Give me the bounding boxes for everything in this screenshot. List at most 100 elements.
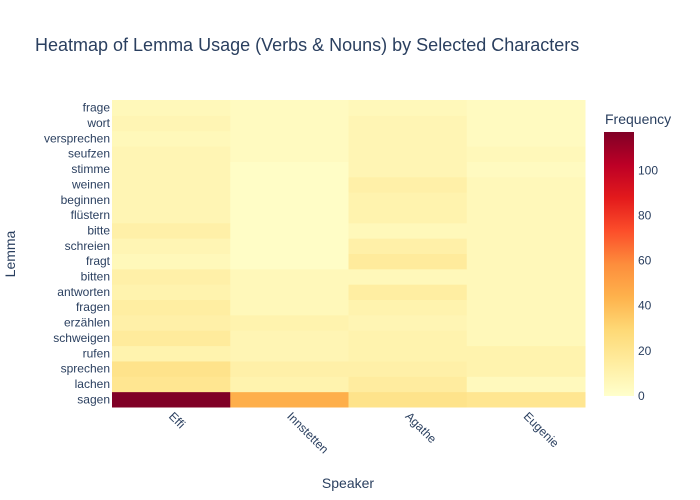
heatmap-cell [348, 130, 468, 147]
heatmap-cell [230, 360, 349, 377]
colorbar-tick-label: 80 [638, 208, 652, 222]
heatmap-cell [112, 268, 231, 285]
heatmap-cell [112, 345, 231, 362]
heatmap-cell [230, 376, 349, 393]
heatmap-cell [348, 192, 468, 208]
heatmap-cell [466, 176, 586, 193]
heatmap-cell [230, 192, 349, 208]
heatmap-cell [230, 115, 349, 132]
heatmap-cell [230, 176, 349, 193]
heatmap-cell [112, 314, 231, 331]
heatmap-cell [466, 130, 586, 147]
heatmap-cell [112, 222, 231, 239]
y-tick-label: weinen [71, 177, 110, 191]
y-tick-label: bitten [81, 270, 110, 284]
heatmap-cell [466, 284, 586, 301]
heatmap-cell [230, 253, 349, 270]
heatmap-cell [112, 192, 231, 208]
y-tick-label: stimme [71, 162, 110, 176]
heatmap-cell [466, 115, 586, 132]
heatmap-cell [348, 345, 468, 362]
colorbar-tick-label: 100 [638, 163, 658, 177]
heatmap-cell [466, 268, 586, 285]
heatmap-cell [230, 161, 349, 178]
y-tick-label: wort [86, 116, 110, 130]
heatmap-cell [348, 176, 468, 193]
y-tick-label: schweigen [53, 331, 110, 345]
heatmap-cell [348, 238, 468, 254]
y-tick-label: sprechen [61, 362, 110, 376]
heatmap-cell [348, 330, 468, 347]
colorbar-title: Frequency [605, 111, 671, 127]
heatmap-cell [112, 115, 231, 132]
heatmap-cell [348, 299, 468, 316]
y-tick-label: versprechen [44, 131, 110, 145]
heatmap-cell [230, 284, 349, 301]
heatmap-cell [112, 299, 231, 316]
heatmap-cell [230, 222, 349, 239]
heatmap-cell [112, 391, 231, 408]
heatmap-cell [230, 299, 349, 316]
colorbar [604, 132, 634, 396]
heatmap-cell [348, 391, 468, 408]
heatmap-cell [230, 314, 349, 331]
heatmap-cell [348, 314, 468, 331]
y-tick-label: antworten [57, 285, 110, 299]
heatmap-cell [230, 391, 349, 408]
heatmap-cell [112, 146, 231, 162]
heatmap-cells [112, 100, 586, 408]
y-tick-label: schreien [65, 239, 110, 253]
colorbar-tick-label: 40 [638, 299, 652, 313]
y-tick-label: seufzen [68, 147, 110, 161]
heatmap-cell [348, 284, 468, 301]
heatmap-cell [348, 207, 468, 224]
x-tick-label: Effi [166, 409, 188, 431]
colorbar-tick-label: 0 [638, 389, 645, 403]
heatmap-cell [112, 360, 231, 377]
heatmap-cell [112, 330, 231, 347]
heatmap-cell [466, 376, 586, 393]
heatmap-cell [112, 161, 231, 178]
heatmap-cell [466, 161, 586, 178]
heatmap-cell [466, 222, 586, 239]
heatmap-cell [112, 130, 231, 147]
heatmap-cell [466, 360, 586, 377]
x-tick-label: Agathe [403, 409, 440, 446]
y-tick-label: beginnen [61, 193, 110, 207]
heatmap-cell [230, 238, 349, 254]
y-axis-title: Lemma [2, 230, 18, 277]
y-tick-label: fragen [76, 300, 110, 314]
heatmap-cell [112, 284, 231, 301]
y-tick-label: bitte [87, 223, 110, 237]
heatmap-cell [112, 176, 231, 193]
y-tick-label: rufen [83, 346, 110, 360]
heatmap-cell [112, 253, 231, 270]
x-tick-label: Innstetten [284, 409, 331, 456]
heatmap-cell [466, 192, 586, 208]
heatmap-cell [230, 330, 349, 347]
heatmap-cell [348, 360, 468, 377]
heatmap-cell [466, 330, 586, 347]
x-axis-title: Speaker [322, 475, 374, 491]
heatmap-cell [348, 161, 468, 178]
heatmap-cell [466, 253, 586, 270]
heatmap-cell [466, 345, 586, 362]
colorbar-tick-label: 20 [638, 344, 652, 358]
y-tick-label: sagen [77, 392, 110, 406]
y-tick-label: erzählen [64, 316, 110, 330]
heatmap-cell [466, 100, 586, 116]
heatmap-cell [348, 253, 468, 270]
heatmap-cell [466, 391, 586, 408]
x-tick-labels: Effi Innstetten Agathe Eugenie [166, 409, 562, 456]
heatmap-cell [230, 130, 349, 147]
heatmap-cell [348, 376, 468, 393]
heatmap-cell [112, 207, 231, 224]
heatmap-cell [230, 207, 349, 224]
heatmap-cell [466, 314, 586, 331]
heatmap-cell [112, 376, 231, 393]
heatmap-cell [348, 115, 468, 132]
heatmap-cell [112, 100, 231, 116]
heatmap-cell [348, 268, 468, 285]
